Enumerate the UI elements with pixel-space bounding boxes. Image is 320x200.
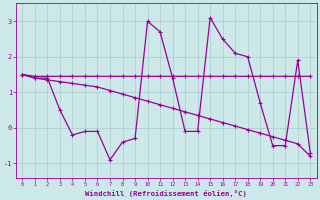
X-axis label: Windchill (Refroidissement éolien,°C): Windchill (Refroidissement éolien,°C) [85, 190, 247, 197]
